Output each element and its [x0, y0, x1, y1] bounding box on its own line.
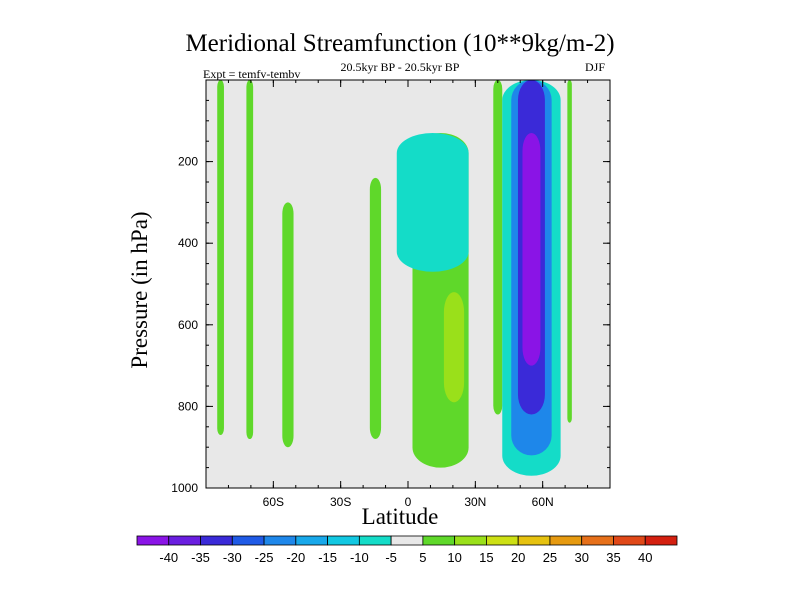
- colorbar-swatch: [517, 535, 551, 546]
- x-tick-label: 60N: [532, 495, 554, 509]
- contour-region: [282, 202, 294, 448]
- y-tick-label: 600: [178, 318, 198, 332]
- colorbar: -40 -35 -30 -25 -20 -15 -10 -5 5 10 15 20 25 30 35 40: [136, 535, 678, 565]
- colorbar-swatch: [231, 535, 265, 546]
- contour-region: [217, 80, 224, 435]
- colorbar-swatch: [327, 535, 360, 546]
- colorbar-label: -20: [286, 550, 305, 565]
- colorbar-swatch: [263, 535, 297, 546]
- colorbar-swatch: [295, 535, 328, 546]
- contour-region: [493, 80, 503, 415]
- contour-region: [567, 80, 572, 423]
- chart-subtitle: 20.5kyr BP - 20.5kyr BP: [340, 60, 460, 74]
- colorbar-swatch: [200, 535, 233, 546]
- colorbar-swatch: [390, 535, 424, 546]
- contour-region: [369, 177, 382, 440]
- colorbar-swatch: [454, 535, 487, 546]
- colorbar-swatch: [136, 535, 170, 546]
- chart-title: Meridional Streamfunction (10**9kg/m-2): [185, 30, 615, 57]
- colorbar-label: 5: [419, 550, 426, 565]
- colorbar-label: -5: [385, 550, 397, 565]
- y-tick-label: 400: [178, 236, 198, 250]
- x-tick-label: 60S: [263, 495, 284, 509]
- colorbar-swatch: [549, 535, 583, 546]
- colorbar-label: -40: [159, 550, 178, 565]
- colorbar-swatch: [168, 535, 201, 546]
- colorbar-swatch: [644, 535, 678, 546]
- x-tick-label: 30S: [330, 495, 351, 509]
- x-axis-label: Latitude: [361, 504, 439, 529]
- contour-region: [522, 133, 541, 366]
- colorbar-label: -35: [191, 550, 210, 565]
- colorbar-label: -10: [350, 550, 369, 565]
- colorbar-label: -30: [223, 550, 242, 565]
- colorbar-swatch: [581, 535, 614, 546]
- y-tick-label: 1000: [171, 481, 198, 495]
- x-tick-label: 30N: [464, 495, 486, 509]
- colorbar-swatch: [486, 535, 519, 546]
- colorbar-label: -15: [318, 550, 337, 565]
- colorbar-swatch: [613, 535, 646, 546]
- colorbar-label: 30: [574, 550, 588, 565]
- colorbar-swatch: [422, 535, 456, 546]
- colorbar-label: 40: [638, 550, 652, 565]
- y-tick-label: 800: [178, 399, 198, 413]
- colorbar-label: 25: [543, 550, 557, 565]
- experiment-label: Expt = temfv-tembv: [203, 67, 301, 81]
- contour-region: [443, 292, 465, 403]
- colorbar-label: 10: [447, 550, 461, 565]
- contour-region: [246, 80, 254, 440]
- contour-fields: [217, 80, 572, 476]
- y-tick-label: 200: [178, 155, 198, 169]
- x-tick-label: 0: [405, 495, 412, 509]
- colorbar-label: 35: [606, 550, 620, 565]
- colorbar-label: -25: [255, 550, 274, 565]
- season-label: DJF: [585, 60, 606, 74]
- contour-region: [396, 133, 469, 272]
- colorbar-label: 15: [479, 550, 493, 565]
- axis-ticks: 60S 30S 0 30N 60N 200 400 600 800 1000: [171, 79, 611, 509]
- colorbar-label: 20: [511, 550, 525, 565]
- colorbar-swatch: [358, 535, 392, 546]
